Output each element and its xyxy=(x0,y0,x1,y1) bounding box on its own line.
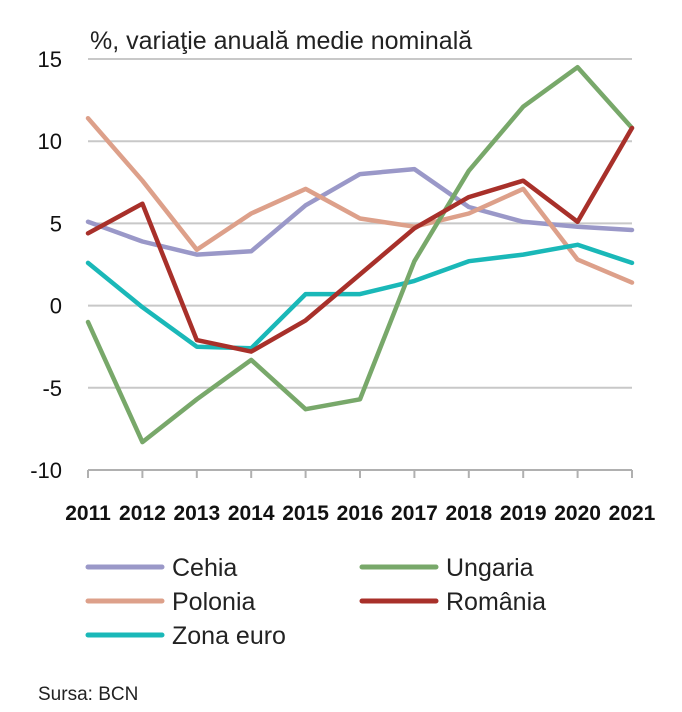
x-tick-label: 2014 xyxy=(228,502,275,525)
series-lines xyxy=(85,64,635,445)
legend-label: Polonia xyxy=(172,588,255,616)
y-tick-label: 5 xyxy=(50,211,62,236)
x-tick-label: 2021 xyxy=(609,502,656,525)
series-line-3 xyxy=(85,115,635,285)
series-line-4 xyxy=(85,125,635,354)
y-tick-label: 15 xyxy=(38,47,62,72)
x-axis: 2011 2012 2013 2014 2015 2016 2017 2018 2019 2020… xyxy=(65,469,656,525)
x-tick-label: 2020 xyxy=(554,502,601,525)
legend-label: Cehia xyxy=(172,554,237,582)
x-tick-label: 2012 xyxy=(119,502,166,525)
legend-label: România xyxy=(446,588,546,616)
y-tick-label: 0 xyxy=(50,294,62,319)
series-line-2 xyxy=(85,64,635,445)
y-axis-ticks: 15 10 5 0 -5 -10 xyxy=(30,47,62,483)
y-tick-label: -10 xyxy=(30,458,62,483)
series-line-1 xyxy=(85,166,635,257)
series-line-5 xyxy=(85,242,635,351)
x-tick-label: 2017 xyxy=(391,502,438,525)
legend-label: Zona euro xyxy=(172,622,286,650)
source-note: Sursa: BCN xyxy=(38,684,139,705)
legend-label: Ungaria xyxy=(446,554,534,582)
x-tick-label: 2019 xyxy=(500,502,547,525)
x-tick-label: 2016 xyxy=(337,502,384,525)
chart-unit-title: %, variaţie anuală medie nominală xyxy=(90,27,472,55)
x-tick-label: 2011 xyxy=(65,502,111,525)
x-tick-label: 2015 xyxy=(282,502,329,525)
y-tick-label: 10 xyxy=(38,129,62,154)
y-tick-label: -5 xyxy=(42,376,62,401)
x-tick-label: 2013 xyxy=(173,502,220,525)
x-tick-label: 2018 xyxy=(445,502,492,525)
legend: Cehia Ungaria Polonia România Zona euro xyxy=(85,554,546,650)
